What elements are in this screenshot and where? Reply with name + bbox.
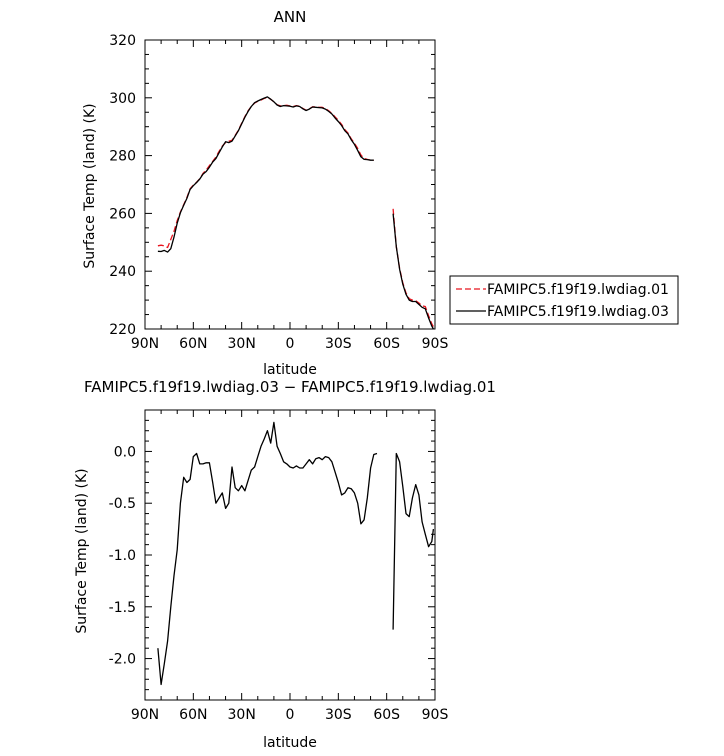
y-tick-label: 240	[109, 264, 136, 280]
y-tick-label: 320	[109, 33, 136, 49]
y-axis-label: Surface Temp (land) (K)	[82, 103, 98, 268]
series-line-2	[392, 213, 434, 330]
chart-title: FAMIPC5.f19f19.lwdiag.03 − FAMIPC5.f19f1…	[84, 378, 496, 396]
series-line-1	[392, 208, 434, 328]
y-tick-label: 300	[109, 91, 136, 107]
x-axis-label: latitude	[263, 735, 317, 751]
x-tick-label: 90N	[131, 336, 159, 352]
legend-entry-series-1: FAMIPC5.f19f19.lwdiag.01	[487, 282, 669, 298]
x-tick-label: 60S	[373, 707, 400, 723]
plot-lines	[157, 421, 435, 686]
x-tick-label: 60S	[373, 336, 400, 352]
plot-frame	[144, 39, 436, 330]
y-tick-label: 0.0	[114, 444, 136, 460]
x-tick-label: 60N	[179, 707, 207, 723]
plot-frame	[144, 409, 436, 701]
legend-box	[449, 275, 679, 325]
series-line-1	[157, 421, 378, 686]
y-tick-label: 220	[109, 322, 136, 338]
x-tick-label: 0	[286, 336, 295, 352]
x-tick-label: 90S	[422, 707, 449, 723]
x-tick-label: 90N	[131, 707, 159, 723]
legend: FAMIPC5.f19f19.lwdiag.01 FAMIPC5.f19f19.…	[449, 275, 679, 325]
y-tick-label: 260	[109, 206, 136, 222]
legend-entry-series-2: FAMIPC5.f19f19.lwdiag.03	[487, 304, 669, 320]
x-tick-label: 30S	[325, 336, 352, 352]
x-axis-label: latitude	[263, 362, 317, 378]
plot-lines	[157, 96, 434, 330]
x-tick-label: 30S	[325, 707, 352, 723]
axis-ticks: 90N 60N 30N 0 30S 60S 90S 220 240 260 280 300 320	[109, 33, 448, 352]
x-tick-label: 0	[286, 707, 295, 723]
series-line-1	[157, 96, 374, 249]
x-tick-label: 90S	[422, 336, 449, 352]
x-tick-label: 30N	[228, 707, 256, 723]
series-line-1	[392, 452, 435, 630]
y-tick-label: -1.0	[109, 548, 136, 564]
chart-ann: ANN Surface Temp (land) (K) latitude 90N…	[82, 8, 448, 378]
y-tick-label: -2.0	[109, 652, 136, 668]
y-tick-label: -0.5	[109, 496, 136, 512]
y-tick-label: -1.5	[109, 600, 136, 616]
series-line-2	[157, 96, 374, 253]
x-tick-label: 60N	[179, 336, 207, 352]
x-tick-label: 30N	[228, 336, 256, 352]
chart-difference: FAMIPC5.f19f19.lwdiag.03 − FAMIPC5.f19f1…	[74, 378, 496, 751]
chart-title: ANN	[274, 8, 307, 26]
y-axis-label: Surface Temp (land) (K)	[74, 468, 90, 633]
y-tick-label: 280	[109, 149, 136, 165]
